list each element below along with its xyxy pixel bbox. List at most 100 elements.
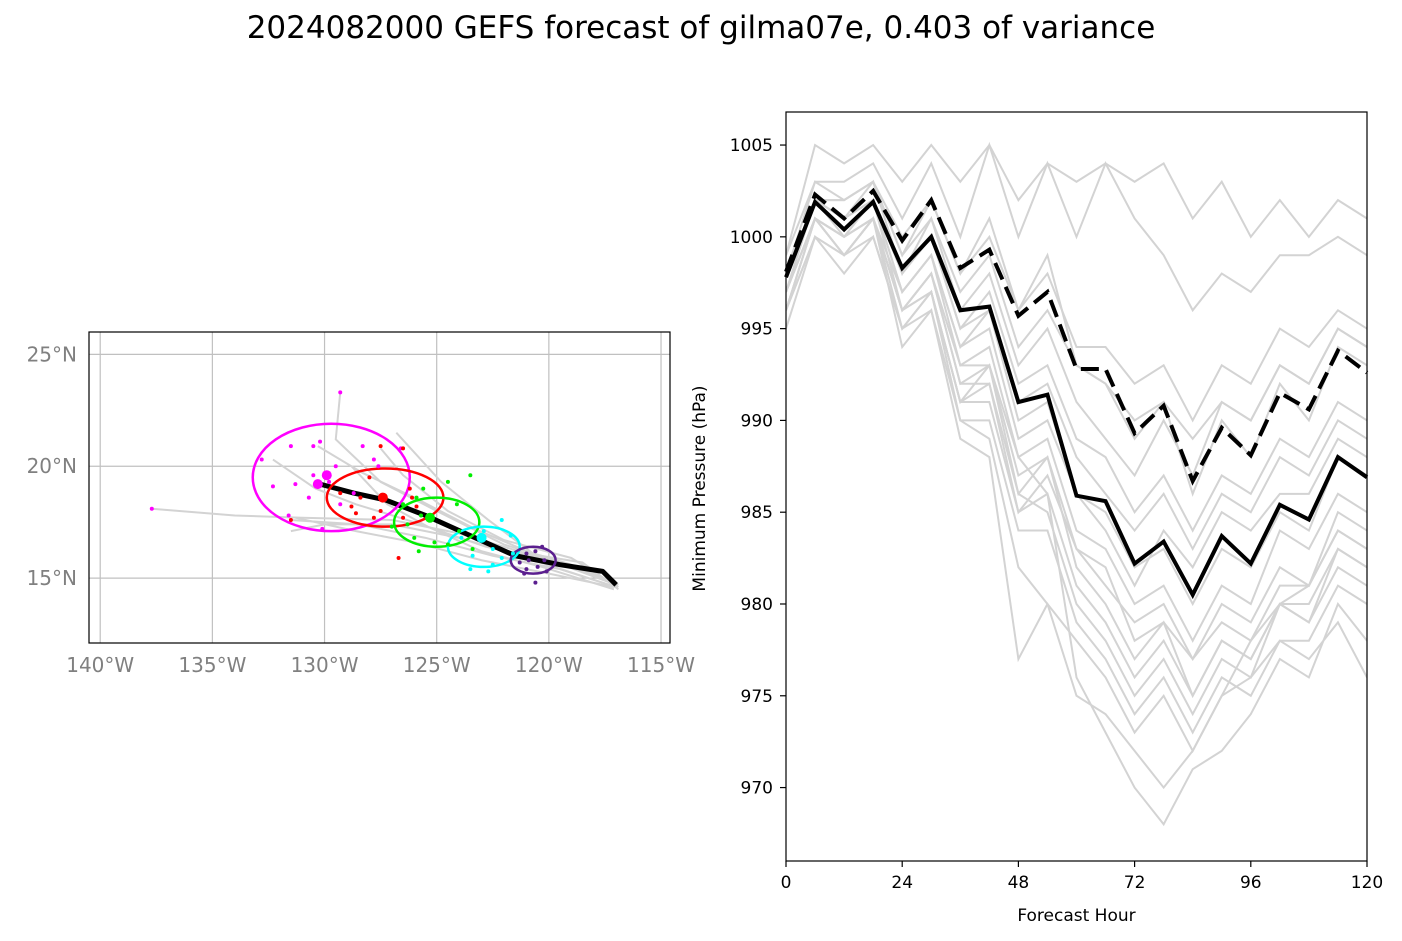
- x-tick-label: 0: [781, 873, 792, 893]
- member-position-120h: [522, 571, 527, 576]
- map-frame: [88, 331, 671, 644]
- member-pressure-line: [786, 180, 1367, 497]
- member-position-48h: [378, 444, 383, 449]
- member-position-96h: [468, 567, 473, 572]
- member-position-24h: [149, 506, 154, 511]
- member-position-96h: [508, 533, 513, 538]
- member-position-24h: [333, 464, 338, 469]
- uncertainty-ellipse-72h: [392, 496, 481, 549]
- y-tick-label: 975: [741, 687, 773, 707]
- member-pressure-line: [786, 197, 1367, 643]
- member-position-72h: [412, 535, 417, 540]
- forecast-hour-ticks: 0 24 48 72 96 120: [781, 861, 1383, 893]
- member-position-120h: [526, 558, 531, 563]
- member-position-24h: [288, 444, 293, 449]
- mean-marker-72h: [424, 512, 435, 523]
- member-position-48h: [371, 515, 376, 520]
- pressure-chart-panel: 0 24 48 72 96 120 97097598098599099510001005 …: [690, 111, 1383, 926]
- uncertainty-ellipse-120h: [509, 545, 557, 575]
- member-position-48h: [367, 475, 372, 480]
- member-position-96h: [499, 517, 504, 522]
- member-position-72h: [468, 473, 473, 478]
- x-axis-label: Forecast Hour: [1017, 906, 1135, 926]
- mean-track: [319, 481, 618, 587]
- member-position-24h: [306, 495, 311, 500]
- track-map-panel: 140°W 135°W 130°W 125°W 120°W 115°W 15°N 20°N 2…: [27, 331, 695, 677]
- member-pressure-line: [786, 180, 1367, 423]
- member-position-48h: [401, 515, 406, 520]
- member-position-72h: [454, 502, 459, 507]
- lat-tick-label: 15°N: [27, 566, 77, 590]
- member-pressure-line: [786, 216, 1367, 698]
- y-tick-label: 970: [741, 779, 773, 799]
- mean-marker-96h: [476, 532, 487, 543]
- member-pressure-lines: [786, 141, 1367, 827]
- uncertainty-ellipse-24h: [251, 422, 412, 533]
- member-position-24h: [259, 457, 264, 462]
- lat-tick-label: 25°N: [27, 342, 77, 366]
- member-position-24h: [360, 444, 365, 449]
- member-position-120h: [533, 549, 538, 554]
- member-position-72h: [401, 502, 406, 507]
- x-tick-label: 24: [891, 873, 913, 893]
- y-axis-label: Minimum Pressure (hPa): [690, 385, 710, 591]
- mean-pressure-solid: [784, 198, 1369, 600]
- member-position-72h: [470, 547, 475, 552]
- member-pressure-line: [786, 141, 1367, 313]
- member-position-120h: [524, 551, 529, 556]
- y-tick-label: 995: [741, 320, 773, 340]
- member-position-72h: [416, 549, 421, 554]
- member-position-48h: [401, 446, 406, 451]
- member-position-96h: [499, 555, 504, 560]
- y-tick-label: 980: [741, 595, 773, 615]
- mean-marker-24h: [321, 470, 332, 481]
- member-position-96h: [510, 551, 515, 556]
- mean-track-line: [319, 481, 618, 587]
- lon-tick-label: 120°W: [515, 653, 583, 677]
- mean-marker-24h: [312, 479, 323, 490]
- lon-tick-label: 140°W: [66, 653, 134, 677]
- uncertainty-ellipses: [251, 422, 557, 575]
- member-position-24h: [320, 526, 325, 531]
- member-pressure-line: [786, 143, 1367, 256]
- member-position-120h: [535, 564, 540, 569]
- member-position-24h: [338, 390, 343, 395]
- member-position-48h: [349, 504, 354, 509]
- figure-title: 2024082000 GEFS forecast of gilma07e, 0.…: [246, 10, 1156, 46]
- member-position-24h: [351, 491, 356, 496]
- y-tick-label: 985: [741, 503, 773, 523]
- member-position-96h: [481, 529, 486, 534]
- member-positions: [149, 390, 549, 585]
- mean-position-markers: [312, 470, 487, 543]
- lon-tick-label: 135°W: [178, 653, 246, 677]
- y-tick-label: 1000: [730, 228, 773, 248]
- member-position-96h: [490, 547, 495, 552]
- member-position-72h: [419, 513, 423, 518]
- member-position-24h: [311, 473, 316, 478]
- member-position-120h: [517, 560, 522, 565]
- member-position-72h: [445, 542, 450, 547]
- member-position-96h: [470, 553, 475, 558]
- member-position-48h: [338, 491, 343, 496]
- member-position-24h: [376, 464, 381, 469]
- member-position-48h: [407, 486, 412, 491]
- member-position-72h: [457, 529, 462, 534]
- member-position-24h: [270, 484, 275, 489]
- x-tick-label: 120: [1351, 873, 1383, 893]
- member-position-120h: [533, 580, 538, 585]
- member-position-48h: [396, 555, 401, 560]
- member-track: [379, 447, 619, 588]
- member-position-48h: [378, 508, 383, 513]
- member-position-120h: [542, 558, 547, 563]
- x-tick-label: 72: [1124, 873, 1146, 893]
- uncertainty-ellipse-96h: [446, 525, 521, 569]
- lon-tick-label: 125°W: [403, 653, 471, 677]
- map-gridlines: [89, 332, 670, 643]
- member-position-48h: [353, 511, 358, 516]
- x-tick-label: 48: [1008, 873, 1030, 893]
- member-pressure-line: [786, 180, 1367, 441]
- member-position-72h: [432, 540, 437, 545]
- member-position-96h: [486, 569, 491, 574]
- lat-tick-label: 20°N: [27, 454, 77, 478]
